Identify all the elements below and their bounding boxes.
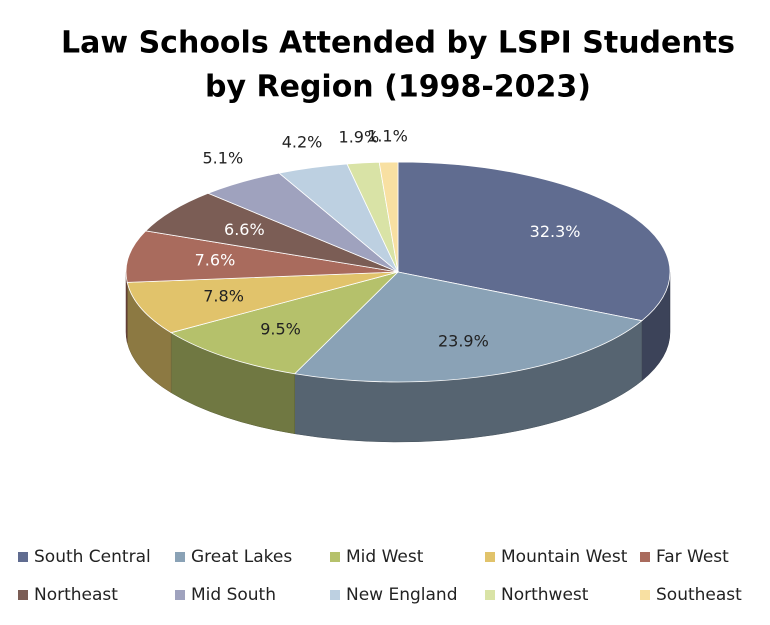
legend-swatch bbox=[485, 590, 495, 600]
legend-label: Southeast bbox=[656, 585, 742, 605]
data-label: 32.3% bbox=[530, 222, 581, 241]
slice bbox=[144, 192, 399, 273]
chart-title: by Region (1998-2023) bbox=[205, 70, 591, 105]
legend-label: Mid West bbox=[346, 547, 424, 567]
data-label: 6.6% bbox=[224, 220, 265, 239]
slice bbox=[397, 161, 671, 322]
slice bbox=[170, 271, 400, 375]
legend-swatch bbox=[330, 590, 340, 600]
legend-label: Great Lakes bbox=[191, 547, 292, 567]
slice bbox=[293, 271, 643, 383]
data-label: 4.2% bbox=[282, 133, 323, 152]
legend-swatch bbox=[175, 552, 185, 562]
chart-title: Law Schools Attended by LSPI Students bbox=[61, 26, 735, 61]
data-label: 9.5% bbox=[260, 319, 301, 338]
slice bbox=[126, 271, 399, 334]
data-label: 5.1% bbox=[203, 149, 244, 168]
slice bbox=[125, 230, 399, 283]
legend-label: Northwest bbox=[501, 585, 589, 605]
legend-swatch bbox=[175, 590, 185, 600]
legend-label: Far West bbox=[656, 547, 729, 567]
legend-swatch bbox=[330, 552, 340, 562]
legend-swatch bbox=[485, 552, 495, 562]
legend-swatch bbox=[640, 590, 650, 600]
data-label: 7.6% bbox=[195, 251, 236, 270]
legend-swatch bbox=[18, 590, 28, 600]
data-label: 1.9% bbox=[339, 127, 380, 146]
legend-label: South Central bbox=[34, 547, 151, 567]
slice bbox=[378, 161, 399, 273]
legend-label: New England bbox=[346, 585, 458, 605]
data-label: 1.1% bbox=[367, 126, 408, 145]
legend-label: Northeast bbox=[34, 585, 118, 605]
data-label: 23.9% bbox=[438, 331, 489, 350]
legend-swatch bbox=[640, 552, 650, 562]
legend-swatch bbox=[18, 552, 28, 562]
data-label: 7.8% bbox=[203, 286, 244, 305]
legend-label: Mountain West bbox=[501, 547, 628, 567]
legend-label: Mid South bbox=[191, 585, 276, 605]
